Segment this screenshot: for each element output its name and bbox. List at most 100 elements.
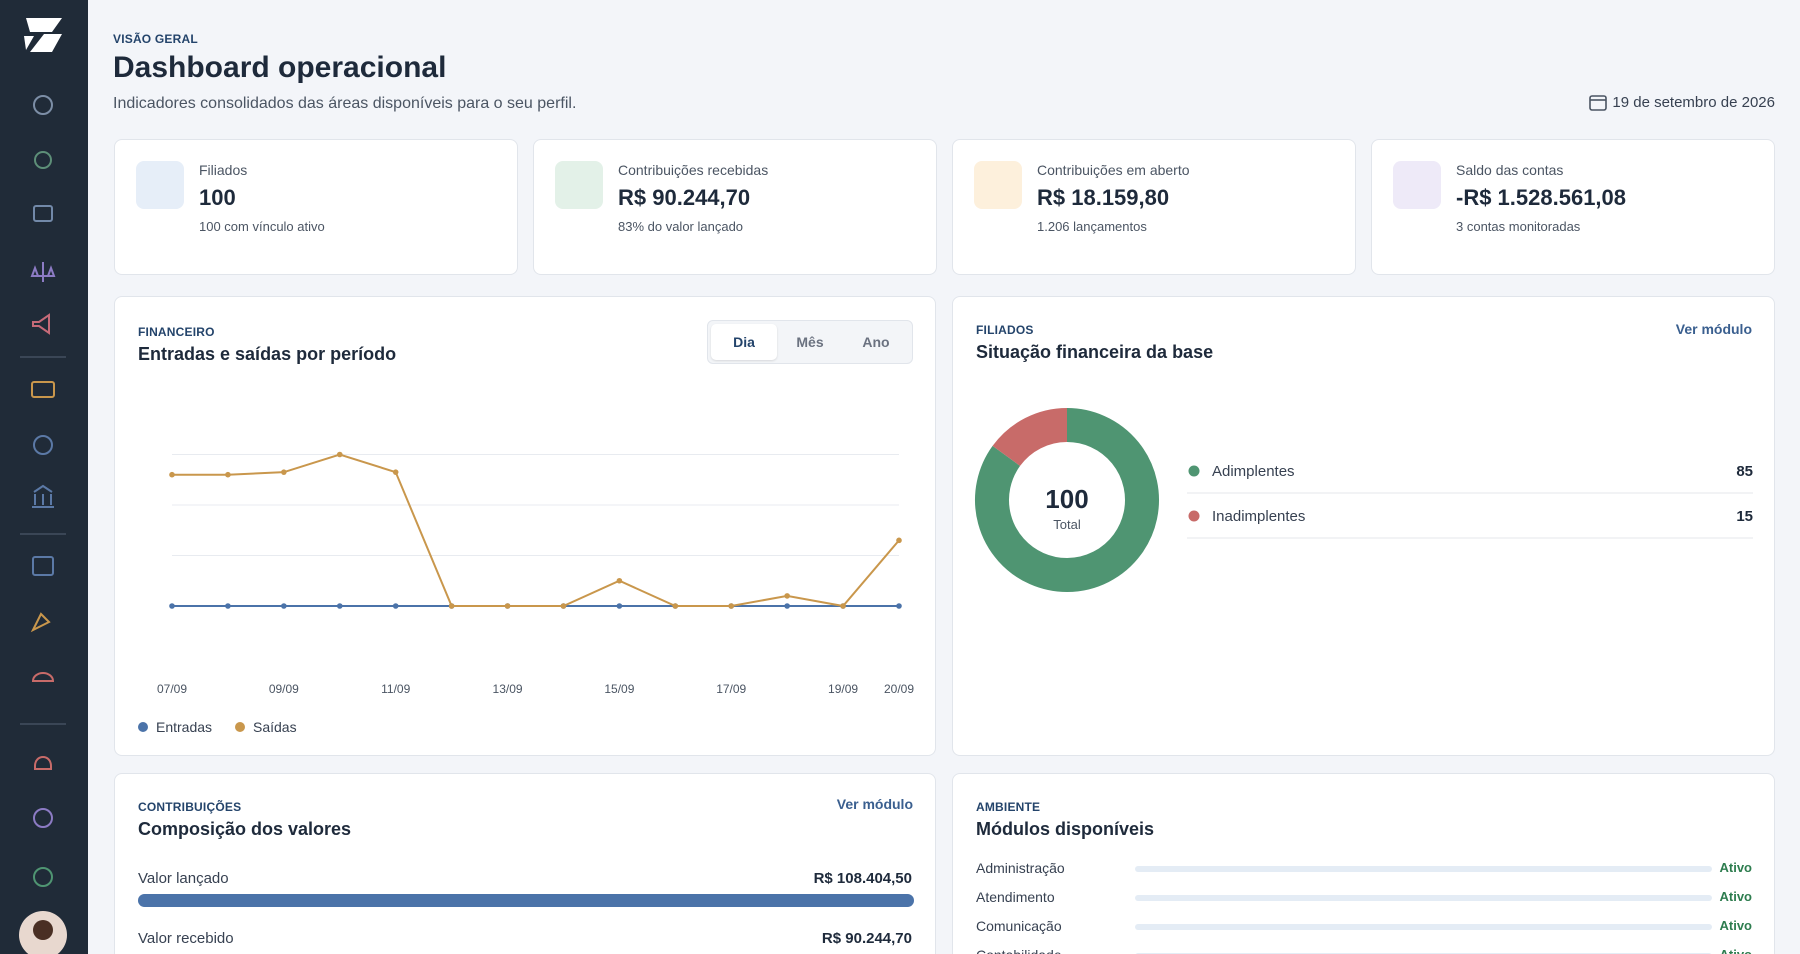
donut-total-label: Total [1053,517,1081,532]
x-tick-label: 20/09 [884,682,914,696]
modules-panel: AMBIENTE Módulos disponíveis Administraç… [952,773,1775,954]
data-point [225,471,231,478]
module-name: Administração [976,860,1065,876]
stat-card: Contribuições em aberto R$ 18.159,80 1.206… [952,139,1356,275]
module-link[interactable]: Ver módulo [836,796,913,812]
stat-card: Saldo das contas -R$ 1.528.561,08 3 contas… [1371,139,1775,275]
x-tick-label: 07/09 [157,682,187,696]
nav-icon[interactable] [33,435,53,455]
data-point [448,603,455,609]
series-line [172,453,900,608]
logo [24,18,62,52]
data-point [504,603,511,609]
donut-segment [992,408,1068,467]
data-point [784,603,790,609]
nav-icon[interactable] [30,262,56,282]
donut-total: 100 [1045,484,1088,514]
module-status: Ativo [1719,889,1753,904]
nav-icon[interactable] [32,313,50,335]
legend-label: Inadimplentes [1212,508,1305,525]
nav-icon[interactable] [31,672,55,682]
eyebrow: VISÃO GERAL [113,32,198,46]
members-panel: FILIADOS Situação financeira da base Ver… [952,296,1775,756]
legend-label: Saídas [253,719,297,735]
nav-icon[interactable] [33,808,53,828]
x-tick-label: 19/09 [828,682,858,696]
bar [138,894,914,907]
module-name: Atendimento [976,889,1055,905]
eyebrow: CONTRIBUIÇÕES [138,800,242,814]
legend-swatch [1188,510,1200,522]
data-point [896,537,902,544]
subtitle: Indicadores consolidados das áreas dispo… [113,95,577,112]
data-point [896,603,902,609]
data-point [336,603,343,609]
eyebrow: AMBIENTE [976,800,1041,814]
stat-note: 1.206 lançamentos [1037,219,1147,234]
page-title: Dashboard operacional [113,51,447,84]
nav-icon[interactable] [34,756,52,770]
avatar-hair [33,920,53,940]
module-status: Ativo [1719,860,1753,875]
stat-value: -R$ 1.528.561,08 [1456,185,1627,210]
data-point [281,603,287,609]
data-point [169,603,175,609]
donut-segment [975,408,1159,592]
stat-card: Contribuições recebidas R$ 90.244,70 83% d… [533,139,937,275]
x-tick-label: 11/09 [381,682,410,696]
nav-icon[interactable] [32,484,54,508]
sidebar [0,0,88,954]
stat-label: Contribuições recebidas [618,162,769,178]
data-point [560,603,567,609]
legend-swatch [138,722,148,732]
legend-label: Entradas [156,719,212,735]
period-button[interactable]: Mês [796,334,824,350]
row-value: R$ 108.404,50 [813,870,912,887]
data-point [225,603,231,609]
stat-icon [974,161,1022,209]
data-point [169,471,175,478]
data-point [840,603,846,609]
stat-label: Contribuições em aberto [1037,162,1190,178]
stat-label: Filiados [199,162,248,178]
stat-value: R$ 90.244,70 [618,185,751,210]
row-label: Valor lançado [138,870,229,887]
stat-icon [555,161,603,209]
data-point [784,593,790,599]
panel-title: Situação financeira da base [976,342,1214,362]
nav-icon[interactable] [33,205,53,222]
eyebrow: FINANCEIRO [138,325,215,339]
data-point [281,469,287,475]
period-button[interactable]: Ano [862,334,890,350]
stat-value: R$ 18.159,80 [1037,185,1170,210]
module-link[interactable]: Ver módulo [1675,321,1752,337]
nav-icon[interactable] [33,867,53,887]
data-point [672,603,679,609]
panel-title: Entradas e saídas por período [138,344,397,364]
stat-icon [136,161,184,209]
line-chart: 07/09 09/09 11/09 13/09 15/09 17/09 19/09 20/09… [138,451,914,735]
stat-note: 3 contas monitoradas [1456,219,1581,234]
nav-icon[interactable] [32,556,54,576]
data-point [728,603,735,609]
legend-value: 85 [1736,463,1753,480]
module-track [1135,895,1712,901]
date: 19 de setembro de 2026 [1612,94,1775,111]
stat-card: Filiados 100 100 com vínculo ativo [114,139,518,275]
nav-icon[interactable] [30,612,51,633]
nav-icon[interactable] [33,95,53,115]
legend-value: 15 [1736,508,1753,525]
legend-label: Adimplentes [1212,463,1295,480]
legend-swatch [235,722,245,732]
panel-title: Módulos disponíveis [976,819,1155,839]
panel-title: Composição dos valores [138,819,352,839]
period-button[interactable]: Dia [711,324,777,360]
x-tick-label: 15/09 [604,682,634,696]
data-point [392,603,399,609]
x-tick-label: 13/09 [493,682,523,696]
nav-icon[interactable] [34,151,52,169]
contributions-panel: CONTRIBUIÇÕES Composição dos valores Ver… [114,773,936,954]
finance-panel: FINANCEIRO Entradas e saídas por período… [114,296,936,756]
nav-icon[interactable] [31,381,55,398]
